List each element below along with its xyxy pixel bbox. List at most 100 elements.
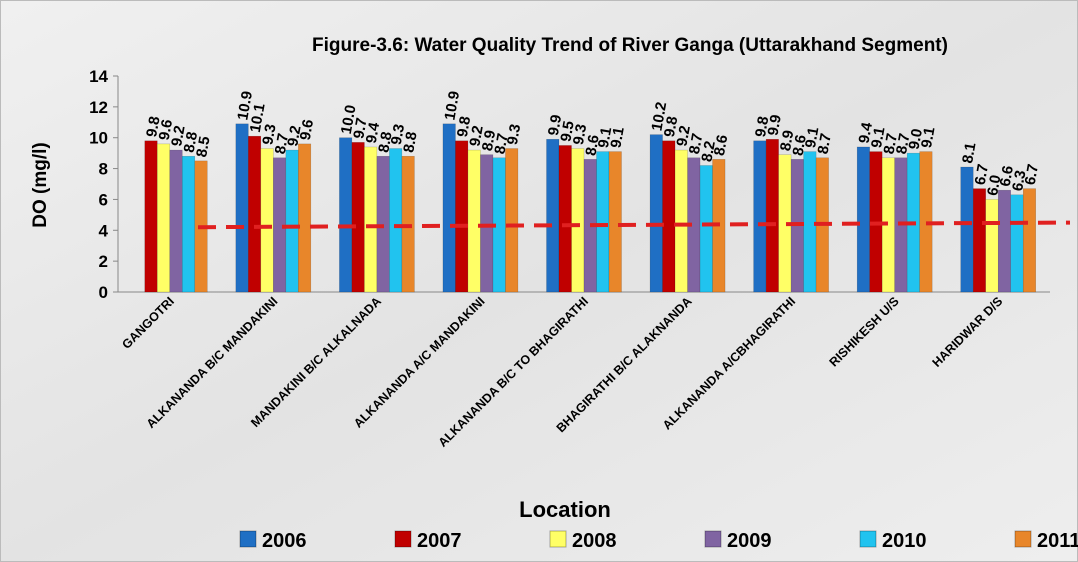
legend-swatch xyxy=(704,530,722,548)
bar xyxy=(285,149,299,293)
y-tick-label: 12 xyxy=(89,98,108,117)
y-tick-label: 2 xyxy=(99,252,108,271)
bar xyxy=(662,140,676,293)
y-tick-label: 10 xyxy=(89,129,108,148)
data-label: 8.8 xyxy=(181,130,201,153)
bar xyxy=(608,151,622,293)
data-label: 8.8 xyxy=(375,130,395,153)
data-label: 10.0 xyxy=(338,104,360,136)
bar xyxy=(389,148,403,293)
data-label: 9.3 xyxy=(570,123,590,146)
bar xyxy=(997,189,1011,293)
data-label: 10.9 xyxy=(234,90,256,122)
data-label: 9.2 xyxy=(674,124,694,147)
legend-label: 2011 xyxy=(1037,530,1078,552)
data-label: 9.6 xyxy=(297,118,317,141)
data-label: 8.7 xyxy=(815,132,835,155)
bar xyxy=(235,123,249,293)
legend-swatch xyxy=(1014,530,1032,548)
bar xyxy=(856,146,870,293)
legend-swatch xyxy=(549,530,567,548)
bar xyxy=(351,142,365,293)
data-label: 6.7 xyxy=(1022,163,1042,186)
data-label: 6.7 xyxy=(972,163,992,186)
data-label: 9.4 xyxy=(856,121,876,145)
data-label: 10.1 xyxy=(247,102,269,134)
bar xyxy=(1010,194,1024,293)
bar xyxy=(985,199,999,293)
bar xyxy=(571,148,585,293)
bar xyxy=(972,188,986,293)
bar xyxy=(298,143,312,293)
data-label: 9.1 xyxy=(595,126,615,149)
y-tick-label: 8 xyxy=(99,160,108,179)
data-label: 8.5 xyxy=(193,135,213,158)
bar xyxy=(144,140,158,293)
bar xyxy=(765,139,779,293)
bar xyxy=(182,155,196,293)
bar xyxy=(505,148,519,293)
data-label: 8.7 xyxy=(893,132,913,155)
bar xyxy=(376,155,390,293)
x-axis-label: Location xyxy=(519,497,611,522)
data-label: 6.6 xyxy=(997,164,1017,187)
data-label: 9.8 xyxy=(661,115,681,138)
y-tick-label: 0 xyxy=(99,283,108,302)
bar xyxy=(480,154,494,293)
data-label: 8.1 xyxy=(959,141,979,164)
data-label: 9.8 xyxy=(454,115,474,138)
bar xyxy=(260,148,274,293)
data-label: 9.9 xyxy=(545,113,565,136)
data-label: 8.2 xyxy=(699,140,719,163)
bar xyxy=(649,134,663,293)
legend-label: 2009 xyxy=(727,530,772,552)
y-axis-label: DO (mg/l) xyxy=(30,142,51,228)
data-label: 10.2 xyxy=(649,101,671,133)
data-label: 9.3 xyxy=(504,123,524,146)
data-label: 8.7 xyxy=(272,132,292,155)
bar xyxy=(674,149,688,293)
data-label: 9.3 xyxy=(388,123,408,146)
data-label: 9.8 xyxy=(752,115,772,138)
bar xyxy=(248,135,262,293)
data-label: 8.6 xyxy=(582,134,602,157)
data-label: 8.7 xyxy=(686,132,706,155)
data-label: 9.3 xyxy=(259,123,279,146)
bar xyxy=(157,143,171,293)
data-label: 8.9 xyxy=(777,129,797,152)
legend-swatch xyxy=(394,530,412,548)
bar xyxy=(339,137,353,293)
legend-label: 2010 xyxy=(882,530,927,552)
bar xyxy=(960,166,974,293)
legend-swatch xyxy=(859,530,877,548)
bar xyxy=(558,145,572,293)
bar xyxy=(699,165,713,293)
bar xyxy=(803,151,817,293)
bar xyxy=(596,151,610,293)
bar xyxy=(442,123,456,293)
data-label: 8.8 xyxy=(400,130,420,153)
data-label: 9.2 xyxy=(168,124,188,147)
bar xyxy=(455,140,469,293)
data-label: 9.1 xyxy=(918,126,938,149)
bar xyxy=(364,146,378,293)
reference-line xyxy=(197,220,1071,230)
data-label: 8.9 xyxy=(479,129,499,152)
data-label: 9.8 xyxy=(143,115,163,138)
bar xyxy=(169,149,183,293)
data-label: 9.1 xyxy=(607,126,627,149)
data-label: 9.2 xyxy=(466,124,486,147)
data-label: 9.2 xyxy=(284,124,304,147)
data-label: 8.6 xyxy=(790,134,810,157)
bar xyxy=(546,139,560,293)
bar xyxy=(753,140,767,293)
data-label: 9.9 xyxy=(765,113,785,136)
data-label: 9.7 xyxy=(350,117,370,140)
data-label: 9.1 xyxy=(868,126,888,149)
data-label: 10.9 xyxy=(441,90,463,122)
y-tick-label: 6 xyxy=(99,190,108,209)
legend-swatch xyxy=(239,530,257,548)
data-label: 9.5 xyxy=(557,120,577,143)
data-label: 8.7 xyxy=(881,132,901,155)
